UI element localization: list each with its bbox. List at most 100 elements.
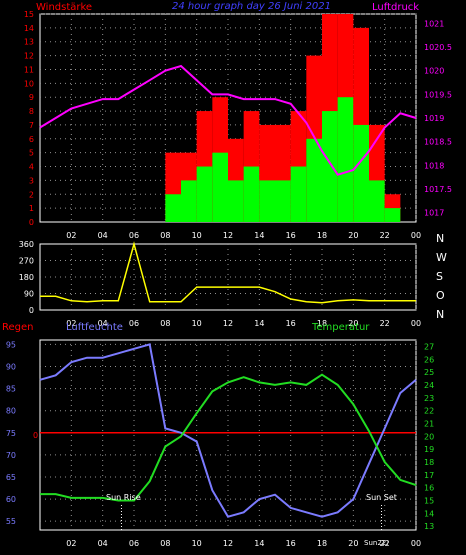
p1-x-tick: 06 [129,231,139,240]
p2-x-tick: 18 [317,319,327,328]
p1-left-tick: 8 [29,107,34,116]
p1-right-tick: 1018 [424,161,444,170]
p1-right-tick: 1017 [424,209,444,218]
p3-right-tick: 15 [424,496,434,505]
compass-label: S [436,270,443,283]
p3-right-tick: 20 [424,432,434,441]
p1-left-tick: 9 [29,93,34,102]
p1-x-tick: 16 [286,231,296,240]
p3-left-tick: 80 [6,407,16,416]
p2-left-tick: 0 [29,306,34,315]
p2-x-tick: 14 [254,319,264,328]
direction-line [40,241,416,304]
luftdruck-label: Luftdruck [372,2,419,13]
p3-left-tick: 85 [6,385,16,394]
p1-left-tick: 1 [29,204,34,213]
humidity-line [39,343,417,518]
p2-x-tick: 02 [66,319,76,328]
p1-x-tick: 12 [223,231,233,240]
p3-left-tick: 75 [6,429,16,438]
p2-x-tick: 12 [223,319,233,328]
p2-x-tick: 16 [286,319,296,328]
panel2-x-ticks: 02 04 06 08 10 12 14 16 18 20 22 00 [66,319,421,328]
wind-avg-bar [228,180,244,222]
p1-right-tick: 1019.5 [424,90,452,99]
p1-left-tick: 14 [24,24,34,33]
p1-right-tick: 1021 [424,19,444,28]
compass-label: N [436,232,444,245]
panel3-lines [39,343,417,518]
p1-right-tick: 1020.5 [424,43,452,52]
p1-x-tick: 20 [348,231,358,240]
p1-x-tick: 08 [160,231,170,240]
p3-right-tick: 17 [424,471,434,480]
panel3-right-ticks: 13 14 15 16 17 18 19 20 21 22 23 24 25 26 27 [424,342,434,531]
p1-left-tick: 7 [29,121,34,130]
p1-left-tick: 2 [29,190,34,199]
p3-left-tick: 65 [6,473,16,482]
p2-x-tick: 10 [192,319,202,328]
wind-avg-bar [290,166,307,222]
sunrise-label: Sun Rise [106,493,141,502]
p1-left-tick: 3 [29,176,34,185]
wind-avg-bar [369,180,385,222]
p3-x-tick: 08 [160,539,170,548]
wind-avg-bar [212,152,228,222]
windstaerke-label: Windstärke [36,2,92,13]
wind-avg-bar [353,124,369,222]
wind-avg-bar [337,97,354,222]
p3-x-tick: 14 [254,539,264,548]
p3-x-tick: 16 [286,539,296,548]
p3-right-tick: 23 [424,394,434,403]
p1-left-tick: 11 [24,65,34,74]
p1-left-tick: 6 [29,135,34,144]
p1-left-tick: 10 [24,79,34,88]
p3-x-tick: 06 [129,539,139,548]
compass-label: O [436,289,445,302]
p1-right-tick: 1020 [424,67,444,76]
p3-x-tick: 04 [98,539,108,548]
regen-tick-label: 0 [33,431,38,440]
p1-x-tick: 14 [254,231,264,240]
p1-left-tick: 4 [29,163,34,172]
p3-right-tick: 19 [424,445,434,454]
p1-left-tick: 13 [24,38,34,47]
p1-x-tick: 04 [98,231,108,240]
panel1-right-ticks: 1017 1017.5 1018 1018.5 1019 1019.5 1020 1020.5… [424,19,452,217]
wind-avg-bar [196,166,213,222]
panel1-pressure-line [39,64,417,176]
p2-x-tick: 04 [98,319,108,328]
p1-left-tick: 15 [24,10,34,19]
p2-left-tick: 270 [19,257,34,266]
wind-avg-bar [384,208,401,222]
regen-label: Regen [2,322,34,333]
wind-avg-bar [181,180,197,222]
p3-right-tick: 27 [424,342,434,351]
panel1-wind-bars [165,14,401,222]
sunset-label: Sun Set [366,493,397,502]
sunset-time-label: Sun22: [364,539,389,547]
panel2-direction-line [40,241,416,304]
p3-right-tick: 21 [424,419,434,428]
p1-left-tick: 12 [24,52,34,61]
p2-x-tick: 20 [348,319,358,328]
temperature-line [40,373,417,502]
compass-label: N [436,308,444,321]
panel1-x-ticks: 02 04 06 08 10 12 14 16 18 20 22 00 [66,231,421,240]
p2-x-tick: 08 [160,319,170,328]
p1-right-tick: 1017.5 [424,185,452,194]
luftfeuchte-label: Luftfeuchte [66,322,123,333]
p3-right-tick: 26 [424,355,434,364]
p2-left-tick: 180 [19,273,34,282]
p3-right-tick: 22 [424,407,434,416]
p3-right-tick: 16 [424,484,434,493]
p3-right-tick: 13 [424,522,434,531]
panel3-x-ticks: 02 04 06 08 10 12 14 16 18 20 22 00 [66,539,421,548]
wind-avg-bar [306,138,322,222]
p3-x-tick: 22 [380,539,390,548]
p1-left-tick: 5 [29,149,34,158]
panel3-left-ticks: 55 60 65 70 75 80 85 90 95 [6,340,16,526]
p3-x-tick: 02 [66,539,76,548]
wind-avg-bar [259,180,275,222]
